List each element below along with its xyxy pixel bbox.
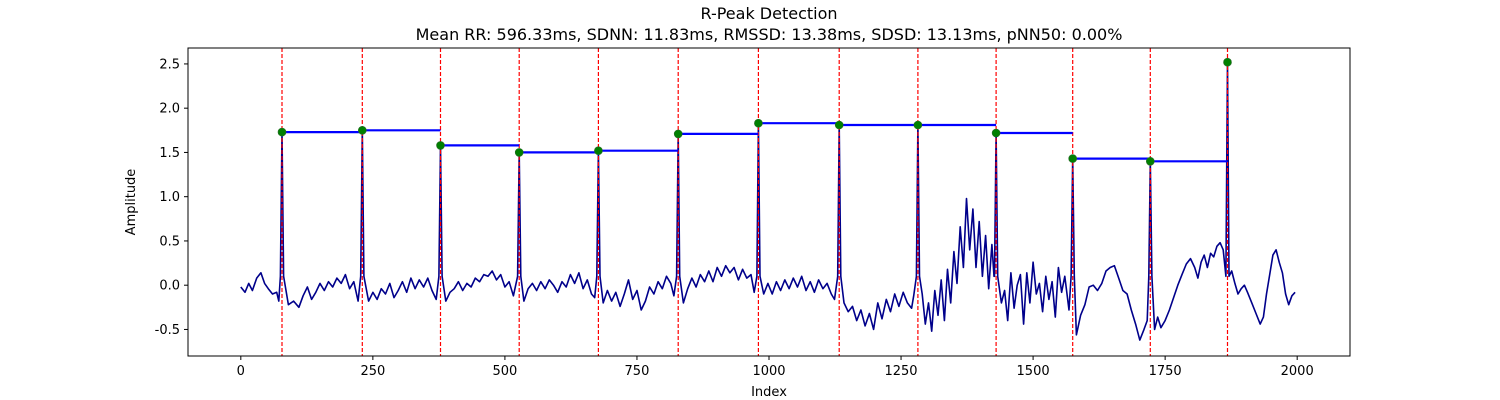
plot-area xyxy=(240,48,1296,356)
r-peak-point xyxy=(1223,57,1232,67)
r-peak-point xyxy=(357,126,367,135)
x-tick-label: 1500 xyxy=(1017,364,1050,379)
y-axis: -0.5 0.0 0.5 1.0 1.5 2.0 2.5 xyxy=(155,57,188,338)
r-peak-point xyxy=(436,141,445,150)
r-peak-point xyxy=(277,127,287,137)
r-peak-point xyxy=(594,146,603,155)
y-tick-label: -0.5 xyxy=(155,323,180,338)
r-peak-point xyxy=(754,118,763,128)
x-tick-label: 2000 xyxy=(1281,364,1314,379)
x-tick-label: 1000 xyxy=(752,364,785,379)
x-tick-label: 0 xyxy=(237,364,245,379)
x-tick-label: 750 xyxy=(625,364,650,379)
r-peak-point xyxy=(913,120,923,130)
x-tick-label: 500 xyxy=(492,364,517,379)
x-axis-label: Index xyxy=(751,385,787,400)
y-tick-label: 1.5 xyxy=(159,146,180,161)
r-peak-point xyxy=(1068,154,1077,163)
r-peak-point xyxy=(514,148,524,157)
y-tick-label: 1.0 xyxy=(159,190,180,205)
chart-subtitle: Mean RR: 596.33ms, SDNN: 11.83ms, RMSSD:… xyxy=(416,25,1123,44)
r-peak-point xyxy=(1146,157,1155,166)
r-peak-point xyxy=(673,129,683,139)
x-tick-label: 250 xyxy=(360,364,385,379)
r-peak-point xyxy=(834,120,844,130)
y-tick-label: 2.5 xyxy=(159,57,180,72)
x-axis: 0 250 500 750 1000 1250 1500 1750 2000 xyxy=(237,356,1314,379)
ecg-signal-line xyxy=(240,61,1296,341)
y-tick-label: 0.0 xyxy=(159,279,180,294)
x-tick-label: 1250 xyxy=(884,364,917,379)
y-axis-label: Amplitude xyxy=(124,169,139,236)
r-peak-point xyxy=(991,128,1001,138)
y-tick-label: 0.5 xyxy=(159,234,180,249)
x-tick-label: 1750 xyxy=(1149,364,1182,379)
y-tick-label: 2.0 xyxy=(159,102,180,117)
chart-title: R-Peak Detection xyxy=(700,4,837,23)
